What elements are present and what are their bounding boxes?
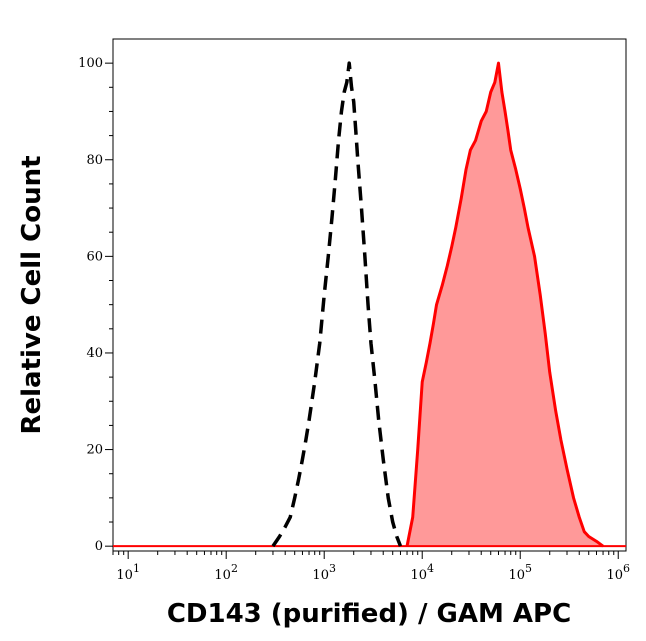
plot-border — [112, 38, 627, 552]
y-tick-label: 0 — [95, 539, 103, 554]
plot-frame — [112, 38, 627, 552]
x-tick-label: 104 — [410, 562, 434, 583]
series-layer — [113, 61, 626, 548]
series-1-line — [405, 61, 604, 548]
x-tick-base: 10 — [508, 568, 525, 583]
x-tick-base: 10 — [410, 568, 427, 583]
y-tick-label: 80 — [86, 153, 103, 168]
x-tick-label: 102 — [214, 562, 238, 583]
x-tick-exponent: 2 — [231, 562, 238, 575]
series-0-line — [271, 61, 403, 548]
x-tick-base: 10 — [606, 568, 623, 583]
series-1-area — [407, 63, 604, 547]
x-axis-title: CD143 (purified) / GAM APC — [167, 599, 571, 629]
x-tick-exponent: 5 — [525, 562, 532, 575]
y-axis-title: Relative Cell Count — [17, 155, 47, 434]
y-tick-label: 100 — [78, 56, 103, 71]
x-tick-label: 103 — [312, 562, 336, 583]
series-black-group — [271, 61, 403, 548]
x-tick-exponent: 3 — [329, 562, 336, 575]
y-tick-label: 40 — [86, 346, 103, 361]
x-tick-base: 10 — [116, 568, 133, 583]
x-tick-label: 101 — [116, 562, 140, 583]
x-tick-exponent: 1 — [133, 562, 140, 575]
x-tick-label: 105 — [508, 562, 532, 583]
y-tick-label: 20 — [86, 443, 103, 458]
x-tick-base: 10 — [312, 568, 329, 583]
series-red-group — [113, 61, 626, 548]
x-tick-exponent: 6 — [623, 562, 630, 575]
x-tick-label: 106 — [606, 562, 630, 583]
x-tick-exponent: 4 — [427, 562, 434, 575]
x-tick-base: 10 — [214, 568, 231, 583]
y-tick-label: 60 — [86, 249, 103, 264]
